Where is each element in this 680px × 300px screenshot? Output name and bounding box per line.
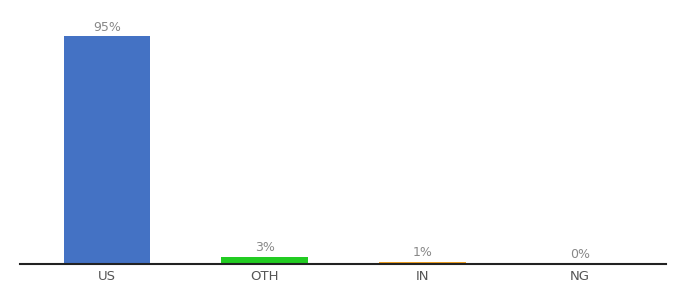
Text: 1%: 1% — [412, 246, 432, 259]
Bar — [379, 262, 466, 264]
Text: 95%: 95% — [93, 21, 121, 34]
Bar — [221, 257, 308, 264]
Bar — [64, 36, 150, 264]
Text: 0%: 0% — [570, 248, 590, 261]
Text: 3%: 3% — [255, 242, 275, 254]
